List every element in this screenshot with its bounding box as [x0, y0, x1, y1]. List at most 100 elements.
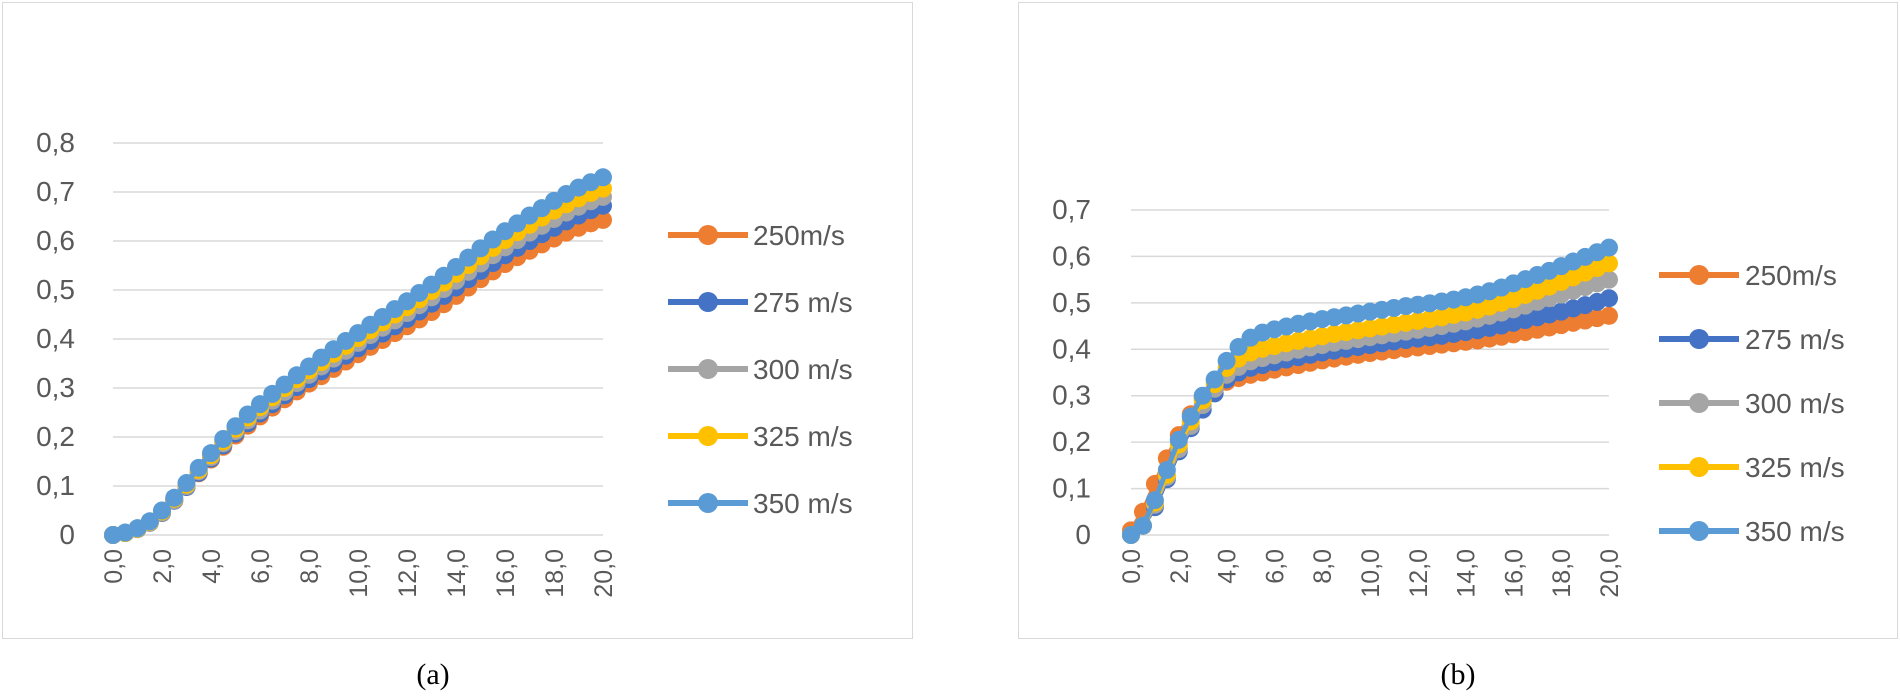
legend-entry: 300 m/s	[668, 354, 853, 385]
legend-entry: 325 m/s	[668, 421, 853, 452]
legend-marker	[1689, 457, 1709, 477]
legend-marker	[1689, 265, 1709, 285]
data-point	[1169, 430, 1188, 449]
data-point	[1157, 461, 1176, 479]
legend-label: 250m/s	[753, 220, 845, 251]
y-tick-label: 0,1	[36, 470, 75, 501]
legend-marker	[698, 225, 718, 245]
legend-label: 300 m/s	[1745, 388, 1845, 419]
data-point	[202, 444, 220, 463]
x-tick-label: 2,0	[1166, 549, 1194, 584]
x-tick-label: 6,0	[1261, 549, 1289, 584]
data-point	[1205, 370, 1224, 389]
legend-entry: 350 m/s	[1659, 516, 1845, 547]
legend-marker	[698, 292, 718, 312]
chart-a-svg: 0 0,1 0,2 0,3 0,4 0,5 0,6 0,7 0,8 0,0 2,0 4,0 6,0 8,0…	[36, 127, 853, 598]
x-tick-label: 8,0	[296, 549, 324, 584]
data-point	[263, 384, 282, 403]
data-point	[165, 488, 184, 507]
data-point	[1145, 491, 1164, 510]
x-tick-label: 12,0	[394, 549, 422, 598]
data-point	[459, 248, 478, 267]
caption-a: (a)	[416, 658, 450, 691]
legend-label: 350 m/s	[753, 488, 853, 519]
legend-entry: 250m/s	[1659, 260, 1837, 291]
x-tick-label: 18,0	[1548, 549, 1576, 598]
x-tick-label: 6,0	[247, 549, 275, 584]
data-point	[251, 395, 269, 414]
data-point	[189, 458, 208, 477]
data-point	[1600, 306, 1618, 325]
y-tick-label: 0,6	[1052, 240, 1091, 271]
x-tick-label: 20,0	[590, 549, 618, 598]
caption-b: (b)	[1440, 658, 1476, 691]
legend-marker	[1689, 393, 1709, 413]
data-point	[140, 512, 159, 531]
legend-label: 275 m/s	[1745, 324, 1845, 355]
legend-label: 325 m/s	[1745, 452, 1845, 483]
legend-entry: 300 m/s	[1659, 388, 1845, 419]
y-tick-label: 0,3	[36, 372, 75, 403]
legend-label: 250m/s	[1745, 260, 1837, 291]
data-point	[238, 405, 257, 424]
y-tick-label: 0,7	[36, 176, 75, 207]
legend-label: 275 m/s	[753, 287, 853, 318]
chart-panel-b: 0 0,1 0,2 0,3 0,4 0,5 0,6 0,7 0,0 2,0 4,0 6,0 8,0 10,…	[1018, 2, 1898, 639]
data-point	[594, 168, 612, 187]
legend-label: 325 m/s	[753, 421, 853, 452]
x-tick-label: 16,0	[492, 549, 520, 598]
data-point	[1193, 386, 1212, 405]
y-tick-label: 0,5	[1052, 287, 1091, 318]
legend-marker	[698, 359, 718, 379]
data-point	[1600, 270, 1618, 289]
y-tick-label: 0,4	[36, 323, 75, 354]
data-point	[214, 429, 233, 448]
data-point	[1600, 254, 1618, 273]
x-tick-label: 0,0	[1118, 549, 1146, 584]
legend-marker	[698, 493, 718, 513]
y-tick-label: 0,3	[1052, 380, 1091, 411]
data-point	[1181, 407, 1200, 426]
legend-label: 300 m/s	[753, 354, 853, 385]
data-point	[1600, 238, 1618, 257]
x-tick-label: 4,0	[1214, 549, 1242, 584]
x-tick-label: 2,0	[149, 549, 177, 584]
data-point	[153, 501, 171, 520]
x-tick-label: 8,0	[1309, 549, 1337, 584]
y-tick-label: 0,5	[36, 274, 75, 305]
data-point	[1133, 516, 1152, 535]
y-tick-label: 0,2	[1052, 426, 1091, 457]
legend-marker	[698, 426, 718, 446]
x-tick-label: 14,0	[1453, 549, 1481, 598]
y-tick-label: 0	[59, 519, 75, 550]
y-tick-label: 0,2	[36, 421, 75, 452]
x-tick-label: 4,0	[198, 549, 226, 584]
x-tick-label: 18,0	[541, 549, 569, 598]
y-tick-label: 0,4	[1052, 333, 1091, 364]
series-350-m-s	[104, 168, 612, 544]
chart-panel-a: 0 0,1 0,2 0,3 0,4 0,5 0,6 0,7 0,8 0,0 2,0 4,0 6,0 8,0…	[2, 2, 913, 639]
y-tick-label: 0,8	[36, 127, 75, 158]
y-tick-label: 0,6	[36, 225, 75, 256]
series-350-m-s	[1122, 238, 1618, 544]
legend-entry: 275 m/s	[1659, 324, 1845, 355]
data-point	[594, 210, 612, 229]
x-tick-label: 10,0	[1357, 549, 1385, 598]
legend-entry: 250m/s	[668, 220, 845, 251]
legend-entry: 350 m/s	[668, 488, 853, 519]
data-point	[1600, 289, 1618, 308]
x-tick-label: 20,0	[1596, 549, 1624, 598]
x-tick-label: 16,0	[1500, 549, 1528, 598]
data-point	[226, 417, 245, 436]
chart-b-svg: 0 0,1 0,2 0,3 0,4 0,5 0,6 0,7 0,0 2,0 4,0 6,0 8,0 10,…	[1052, 194, 1845, 598]
data-point	[1217, 351, 1236, 370]
x-tick-label: 0,0	[100, 549, 128, 584]
y-tick-label: 0,1	[1052, 473, 1091, 504]
x-tick-label: 14,0	[443, 549, 471, 598]
x-tick-label: 12,0	[1405, 549, 1433, 598]
legend-label: 350 m/s	[1745, 516, 1845, 547]
legend-entry: 275 m/s	[668, 287, 853, 318]
data-point	[275, 375, 294, 394]
x-tick-label: 10,0	[345, 549, 373, 598]
data-point	[447, 257, 465, 276]
